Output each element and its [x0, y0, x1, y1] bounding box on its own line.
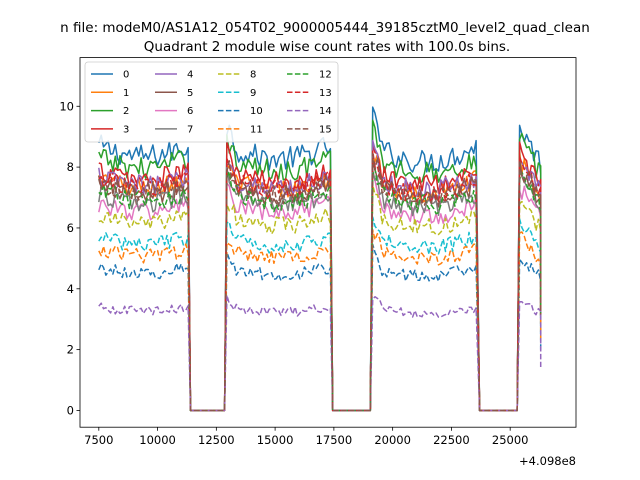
series-line-12	[98, 168, 542, 412]
x-axis: 7500 10000 12500 15000 17500 20000 22500 25000	[84, 427, 528, 447]
x-tick-label: 17500	[316, 433, 353, 447]
x-tick-label: 25000	[492, 433, 529, 447]
y-axis: 0 2 4 6 8 10	[59, 99, 80, 417]
x-tick-label: 7500	[84, 433, 113, 447]
series-line-3	[98, 141, 542, 412]
legend-label-12: 12	[319, 70, 332, 81]
x-tick-label: 12500	[198, 433, 235, 447]
x-tick-label: 10000	[139, 433, 176, 447]
legend-label-2: 2	[123, 106, 129, 117]
legend-label-7: 7	[187, 124, 193, 135]
legend-label-11: 11	[250, 124, 263, 135]
x-tick-label: 15000	[257, 433, 294, 447]
legend-label-9: 9	[250, 88, 256, 99]
series-layer	[98, 106, 542, 412]
y-tick-label: 8	[67, 160, 74, 174]
series-line-9	[98, 216, 542, 412]
series-line-14	[98, 294, 542, 412]
y-tick-label: 0	[67, 403, 74, 417]
legend-label-5: 5	[187, 88, 193, 99]
legend-label-6: 6	[187, 106, 193, 117]
series-line-10	[98, 243, 542, 412]
series-line-0	[98, 106, 542, 412]
series-line-15	[98, 153, 542, 412]
legend-label-0: 0	[123, 70, 129, 81]
series-line-13	[98, 150, 542, 412]
plot-frame	[79, 57, 577, 428]
legend-label-14: 14	[319, 106, 332, 117]
legend-label-8: 8	[250, 70, 256, 81]
x-tick-label: 20000	[374, 433, 411, 447]
series-line-11	[98, 229, 542, 412]
x-tick-label: 22500	[433, 433, 470, 447]
legend-label-13: 13	[319, 88, 332, 99]
y-tick-label: 10	[59, 99, 74, 113]
figure-suptitle: n file: modeM0/AS1A12_054T02_9000005444_…	[60, 20, 590, 36]
chart-title: Quadrant 2 module wise count rates with …	[144, 39, 510, 55]
series-line-2	[98, 119, 542, 412]
legend-label-15: 15	[319, 124, 332, 135]
x-offset-label: +4.098e8	[519, 454, 576, 468]
legend-label-3: 3	[123, 124, 129, 135]
y-tick-label: 4	[67, 282, 74, 296]
series-line-6	[98, 170, 542, 412]
legend-label-10: 10	[250, 106, 263, 117]
series-line-8	[98, 184, 542, 412]
legend-label-1: 1	[123, 88, 129, 99]
y-tick-label: 2	[67, 343, 74, 357]
y-tick-label: 6	[67, 221, 74, 235]
legend-label-4: 4	[187, 70, 193, 81]
legend-frame	[84, 61, 339, 143]
